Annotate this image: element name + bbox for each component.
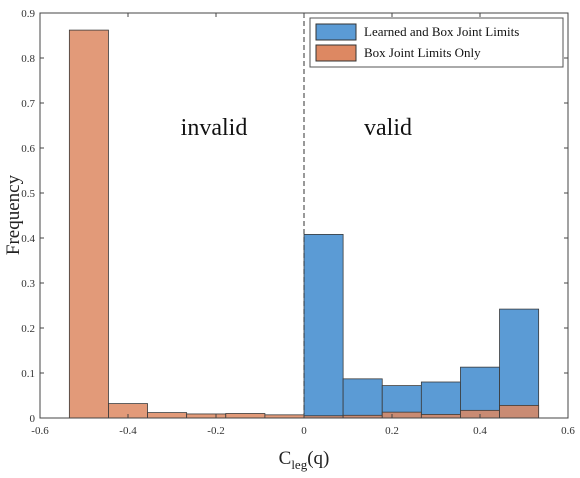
- y-tick-label: 0.7: [21, 98, 35, 110]
- annotation-valid: valid: [364, 115, 412, 141]
- y-tick-label: 0.5: [21, 188, 35, 200]
- x-axis-label-subscript: leg: [291, 457, 307, 472]
- x-axis-label: Cleg(q): [279, 448, 330, 472]
- bar-box-only: [186, 413, 227, 419]
- bar-learned: [499, 308, 540, 419]
- bar-box-only: [68, 29, 109, 419]
- x-tick-label: -0.4: [119, 425, 137, 437]
- x-tick-label: -0.2: [207, 425, 224, 437]
- bar-learned: [303, 233, 344, 419]
- y-tick-label: 0.9: [21, 8, 35, 20]
- legend-label-learned: Learned and Box Joint Limits: [364, 24, 519, 39]
- x-tick-label: 0: [301, 425, 307, 437]
- bar-learned: [342, 378, 383, 419]
- x-tick-label: 0.4: [473, 425, 487, 437]
- y-tick-label: 0.6: [21, 143, 35, 155]
- bar-box-only: [225, 413, 266, 419]
- bar-box-only: [381, 411, 422, 419]
- x-tick-label: -0.6: [31, 425, 49, 437]
- x-axis-label-tail: (q): [307, 448, 329, 469]
- bars-layer: [68, 29, 540, 419]
- y-tick-label: 0.3: [21, 278, 35, 290]
- bar-box-only: [147, 412, 188, 419]
- x-tick-label: 0.6: [561, 425, 575, 437]
- y-tick-label: 0.4: [21, 233, 35, 245]
- axes-layer: -0.6 -0.4 -0.2 0 0.2 0.4 0.6 0 0.1 0.2 0.3 0.4 0.5 0.…: [21, 8, 575, 437]
- y-tick-label: 0.8: [21, 53, 35, 65]
- bar-learned: [420, 381, 461, 419]
- bar-box-only: [499, 404, 540, 419]
- legend-swatch-box-only: [315, 44, 357, 62]
- x-axis-label-main: C: [279, 448, 292, 469]
- y-tick-label: 0: [30, 413, 36, 425]
- y-tick-label: 0.2: [21, 323, 35, 335]
- y-tick-label: 0.1: [21, 368, 35, 380]
- bar-box-only: [420, 413, 461, 419]
- annotation-invalid: invalid: [181, 115, 248, 141]
- legend-swatch-learned: [315, 23, 357, 41]
- x-tick-label: 0.2: [385, 425, 399, 437]
- y-axis-label: Frequency: [3, 174, 24, 255]
- legend-label-box-only: Box Joint Limits Only: [364, 45, 481, 60]
- legend: Learned and Box Joint Limits Box Joint L…: [309, 17, 564, 68]
